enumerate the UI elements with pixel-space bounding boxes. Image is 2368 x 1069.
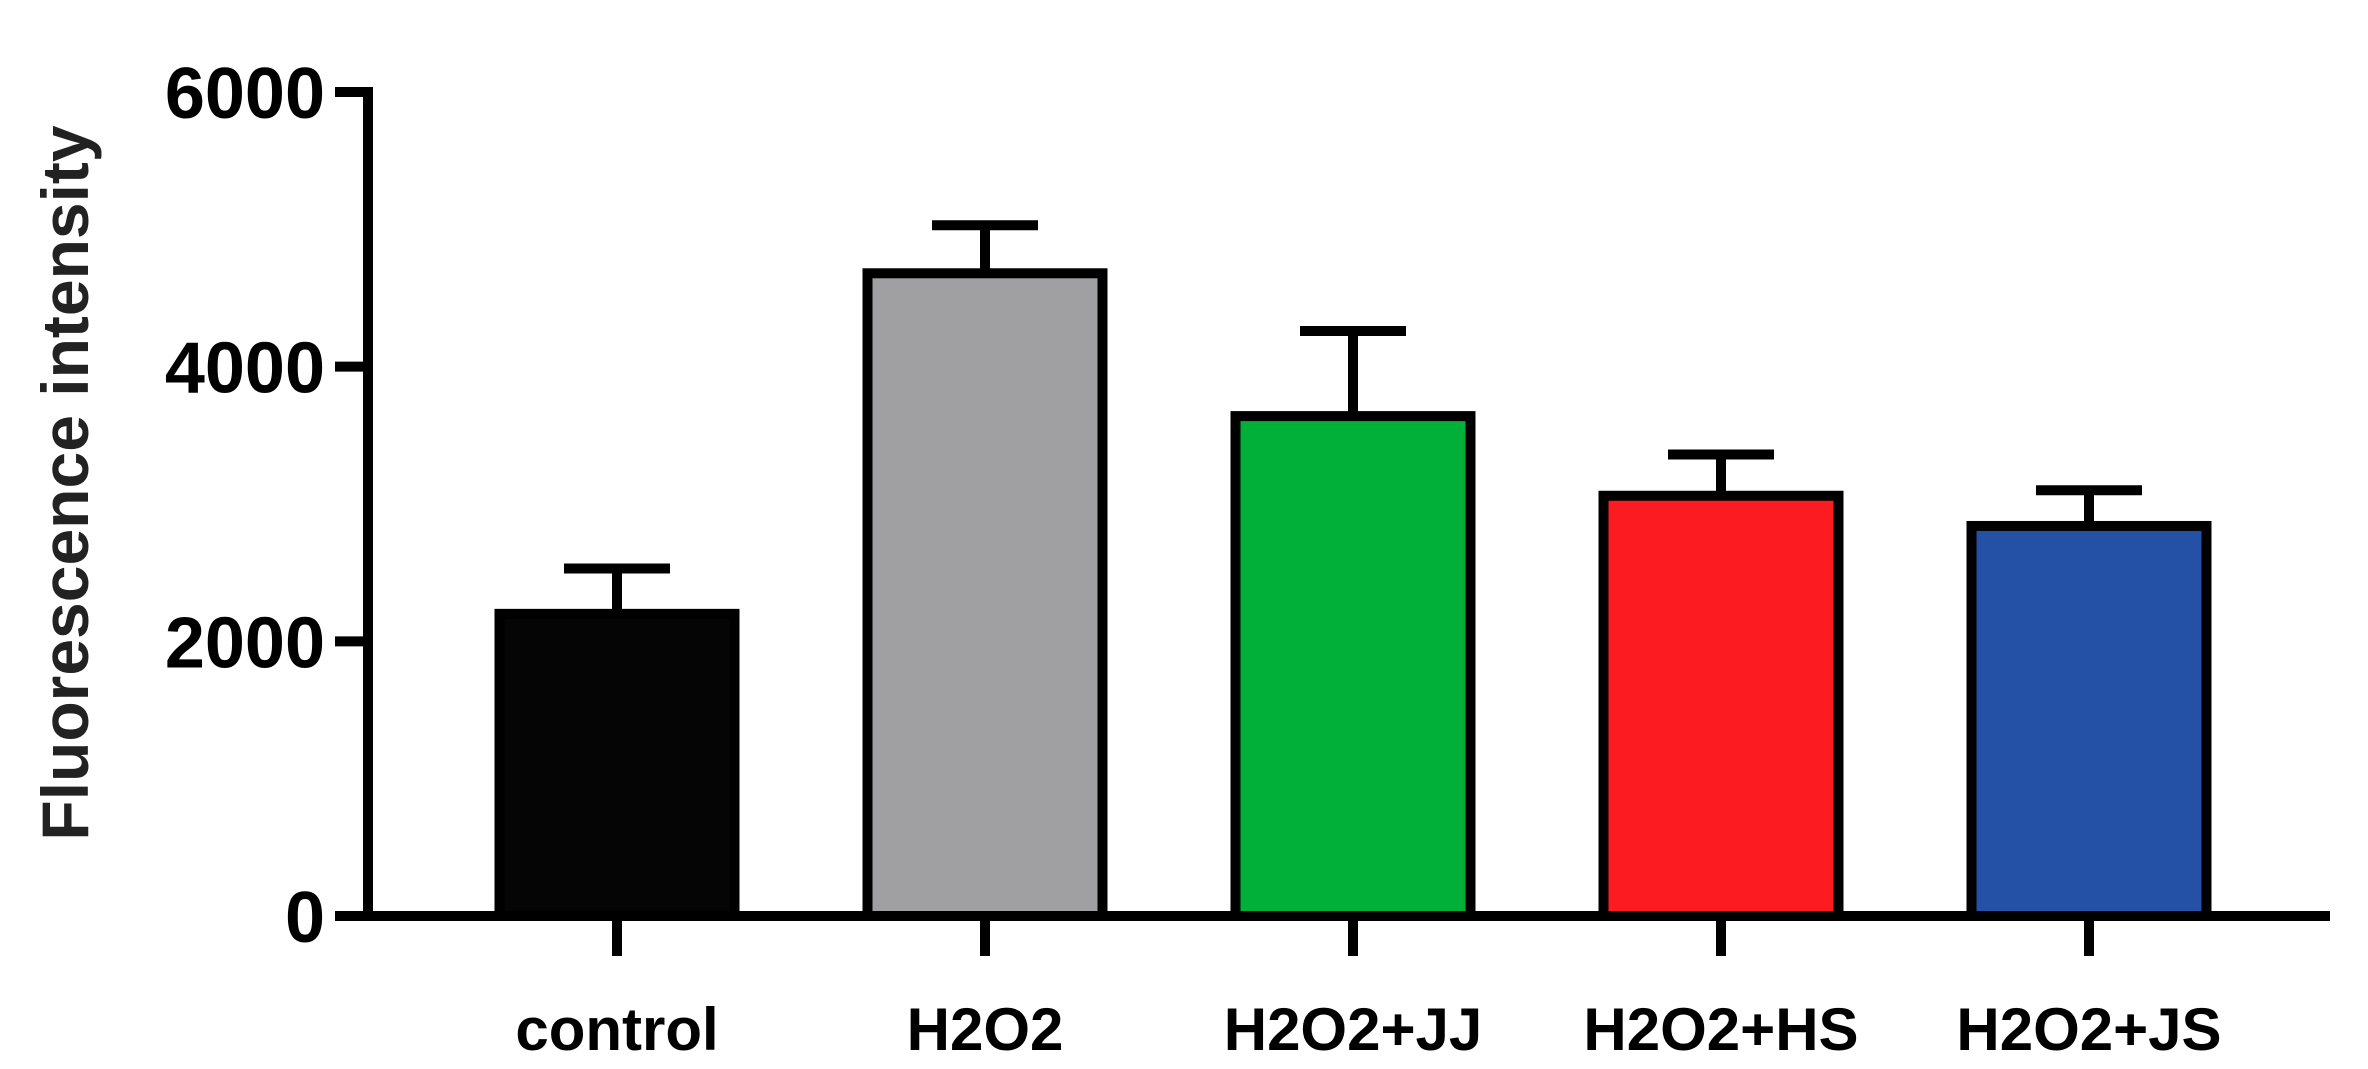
y-axis-title: Fluorescence intensity — [28, 125, 102, 841]
y-tick-label-3: 6000 — [165, 54, 325, 134]
bar-0 — [494, 608, 740, 921]
x-tick-label-0: control — [515, 996, 718, 1063]
y-tick-label-1: 2000 — [165, 603, 325, 683]
bar-3 — [1598, 490, 1844, 921]
axes-group — [335, 87, 2330, 921]
x-tick-label-2: H2O2+JJ — [1224, 996, 1483, 1063]
x-tick-label-1: H2O2 — [907, 996, 1064, 1063]
error-bars-group — [564, 220, 2142, 614]
x-ticks-group: control H2O2 H2O2+JJ H2O2+HS H2O2+JS — [515, 916, 2222, 1063]
y-tick-label-2: 4000 — [165, 329, 325, 409]
y-ticks-group: 0 2000 4000 6000 — [165, 54, 368, 958]
x-tick-label-3: H2O2+HS — [1583, 996, 1858, 1063]
bar-4 — [1966, 520, 2212, 921]
bar-1 — [862, 268, 1108, 921]
bar-2 — [1230, 411, 1476, 921]
y-tick-label-0: 0 — [285, 878, 325, 958]
x-tick-label-4: H2O2+JS — [1956, 996, 2221, 1063]
